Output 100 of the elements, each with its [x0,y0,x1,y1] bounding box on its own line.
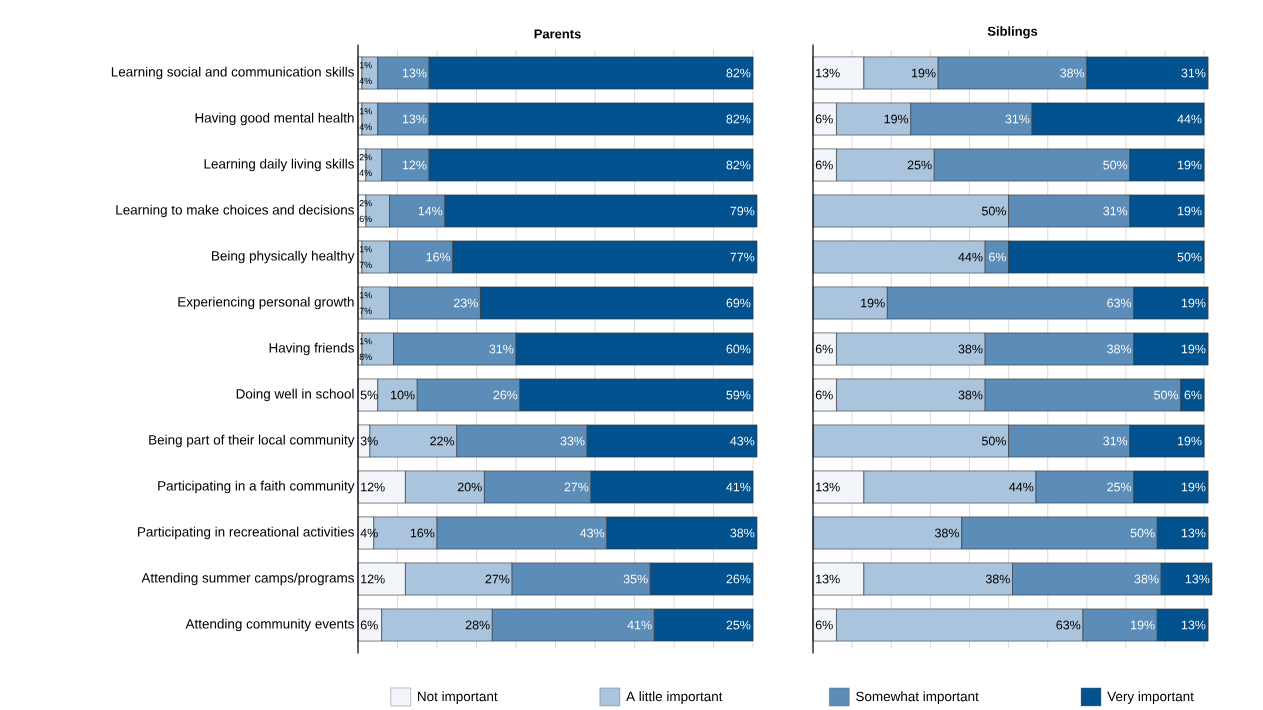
data-label: 27% [564,482,589,492]
data-label: 12% [361,574,385,584]
y-tick-label: Being physically healthy [212,250,355,264]
data-label: 2% [359,200,372,207]
data-label: 38% [730,528,755,538]
data-label: 23% [453,298,478,308]
data-label: 13% [1181,620,1206,630]
y-tick-label: Learning social and communication skills [111,66,354,80]
data-label: 44% [958,252,983,262]
data-label: 10% [391,390,415,400]
data-label: 44% [1177,114,1202,124]
y-tick-label: Attending summer camps/programs [141,572,354,586]
data-label: 19% [912,68,936,78]
data-label: 19% [884,114,909,124]
data-label: 50% [1177,252,1202,262]
data-label: 6% [815,160,833,170]
data-label: 41% [726,482,751,492]
legend-label: Somewhat important [856,691,979,704]
data-label: 25% [726,620,751,630]
data-label: 19% [1181,482,1206,492]
data-label: 69% [726,298,751,308]
data-label: 6% [989,252,1006,262]
data-label: 41% [627,620,652,630]
data-label: 38% [958,390,983,400]
data-label: 1% [359,62,372,69]
data-label: 31% [489,344,514,354]
data-label: 63% [1107,298,1132,308]
data-label: 38% [958,344,983,354]
data-label: 82% [726,68,751,78]
y-tick-label: Being part of their local community [149,434,355,448]
data-label: 6% [359,215,372,222]
data-label: 7% [359,307,372,314]
y-tick-label: Participating in a faith community [158,480,355,494]
data-label: 4% [359,77,372,84]
data-label: 25% [907,160,932,170]
data-label: 63% [1056,620,1081,630]
data-label: 44% [1009,482,1034,492]
data-label: 59% [726,390,751,400]
data-label: 1% [359,108,372,115]
data-label: 50% [1154,390,1179,400]
data-label: 50% [981,436,1006,446]
data-label: 16% [410,528,435,538]
data-label: 50% [1103,160,1128,170]
data-label: 12% [361,482,385,492]
y-tick-label: Having friends [269,342,354,356]
data-label: 14% [418,206,443,216]
data-label: 6% [815,114,833,124]
data-label: 19% [1181,344,1206,354]
data-label: 79% [730,206,755,216]
data-label: 1% [359,338,372,345]
data-label: 77% [730,252,755,262]
data-label: 4% [359,169,372,176]
data-label: 82% [726,160,751,170]
data-label: 26% [493,390,518,400]
data-label: 38% [1107,344,1132,354]
legend-label: Not important [418,691,498,704]
data-label: 26% [726,574,751,584]
y-tick-label: Attending community events [185,618,354,632]
data-label: 2% [359,154,372,161]
data-label: 22% [430,436,455,446]
data-label: 50% [1130,528,1155,538]
y-tick-label: Experiencing personal growth [178,296,354,310]
data-label: 3% [360,436,378,446]
data-label: 31% [1103,206,1128,216]
data-label: 1% [359,246,372,253]
chart-title: Siblings [987,26,1038,39]
data-label: 13% [816,574,840,584]
data-label: 13% [402,68,427,78]
data-label: 19% [861,298,885,308]
data-label: 38% [935,528,960,538]
data-label: 31% [1181,68,1206,78]
data-label: 33% [560,436,585,446]
data-label: 13% [816,68,840,78]
y-tick-label: Learning daily living skills [204,158,354,172]
legend-label: Very important [1107,691,1194,704]
data-label: 7% [359,261,372,268]
data-label: 4% [359,123,372,130]
data-label: 60% [726,344,751,354]
data-label: 38% [1134,574,1159,584]
data-label: 43% [580,528,605,538]
legend-label: A little important [626,691,723,704]
data-label: 50% [981,206,1006,216]
data-label: 27% [485,574,510,584]
data-label: 16% [426,252,451,262]
data-label: 6% [815,390,833,400]
data-label: 6% [815,344,833,354]
data-label: 31% [1103,436,1128,446]
data-label: 6% [360,620,378,630]
data-label: 8% [359,353,372,360]
data-label: 6% [815,620,833,630]
data-label: 1% [359,292,372,299]
data-label: 82% [726,114,751,124]
data-label: 25% [1107,482,1132,492]
y-tick-label: Learning to make choices and decisions [116,204,354,218]
data-label: 4% [360,528,378,538]
data-label: 19% [1181,298,1206,308]
data-label: 20% [457,482,482,492]
data-label: 13% [1185,574,1210,584]
data-label: 13% [816,482,840,492]
chart-title: Parents [534,29,581,39]
